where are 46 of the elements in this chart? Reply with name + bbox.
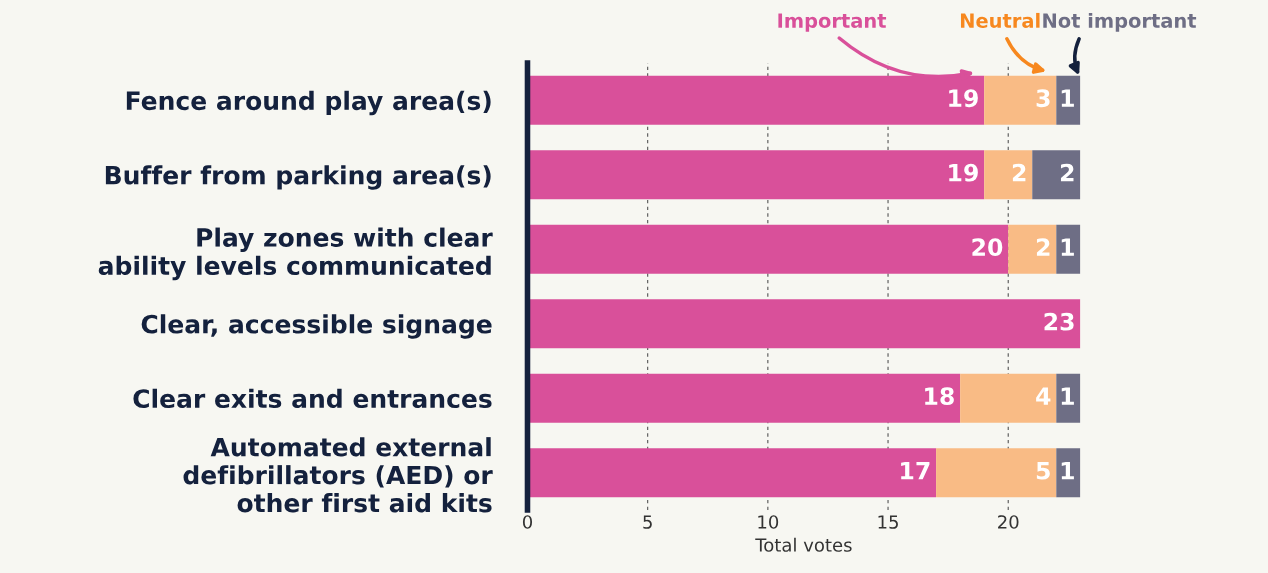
bar bbox=[527, 150, 985, 200]
bar bbox=[527, 448, 937, 498]
bar bbox=[960, 373, 1057, 423]
text: Important bbox=[778, 13, 887, 32]
data-label: 1 bbox=[1061, 238, 1074, 256]
data-label: 18 bbox=[925, 387, 954, 406]
bar bbox=[1056, 448, 1081, 498]
x-tick-label: 0 bbox=[522, 515, 533, 529]
data-label: 4 bbox=[1036, 387, 1051, 405]
data-label: 17 bbox=[901, 462, 930, 480]
data-label: 23 bbox=[1044, 312, 1074, 331]
bar bbox=[1056, 224, 1081, 274]
bar bbox=[936, 448, 1057, 498]
data-label: 2 bbox=[1012, 163, 1026, 182]
data-label: 19 bbox=[949, 89, 978, 108]
bar bbox=[1056, 75, 1081, 125]
data-label: 19 bbox=[949, 163, 978, 182]
y-tick-label: Play zones with clear ability levels communicated bbox=[98, 227, 493, 281]
bar bbox=[1032, 150, 1081, 200]
bar bbox=[1008, 224, 1057, 274]
y-tick-label: Buffer from parking area(s) bbox=[105, 165, 491, 190]
data-label: 2 bbox=[1036, 238, 1050, 256]
text: Neutral bbox=[960, 12, 1040, 28]
bar bbox=[527, 373, 961, 423]
data-label: 5 bbox=[1036, 462, 1050, 480]
bar bbox=[1056, 373, 1081, 423]
y-tick-label: Fence around play area(s) bbox=[126, 90, 491, 116]
data-label: 1 bbox=[1061, 387, 1074, 405]
y-tick-label: Automated external defibrillators (AED) or other first aid kits bbox=[183, 437, 493, 513]
data-label: 3 bbox=[1036, 89, 1050, 108]
y-tick-label: Clear exits and entrances bbox=[133, 388, 492, 409]
x-tick-label: 15 bbox=[878, 515, 898, 529]
y-tick-label: Clear, accessible signage bbox=[141, 314, 492, 339]
text: Not important bbox=[1043, 12, 1197, 32]
bar bbox=[984, 75, 1057, 125]
x-tick-label: 5 bbox=[643, 515, 652, 529]
data-label: 20 bbox=[972, 238, 1003, 257]
data-label: 2 bbox=[1060, 163, 1074, 182]
x-tick-label: 10 bbox=[758, 515, 779, 529]
bar bbox=[527, 224, 1009, 274]
x-axis-title: Total votes bbox=[755, 537, 852, 552]
x-tick-label: 20 bbox=[998, 515, 1019, 529]
data-label: 1 bbox=[1061, 89, 1074, 107]
bar bbox=[984, 150, 1033, 200]
bar bbox=[527, 299, 1081, 349]
data-label: 1 bbox=[1061, 462, 1074, 480]
